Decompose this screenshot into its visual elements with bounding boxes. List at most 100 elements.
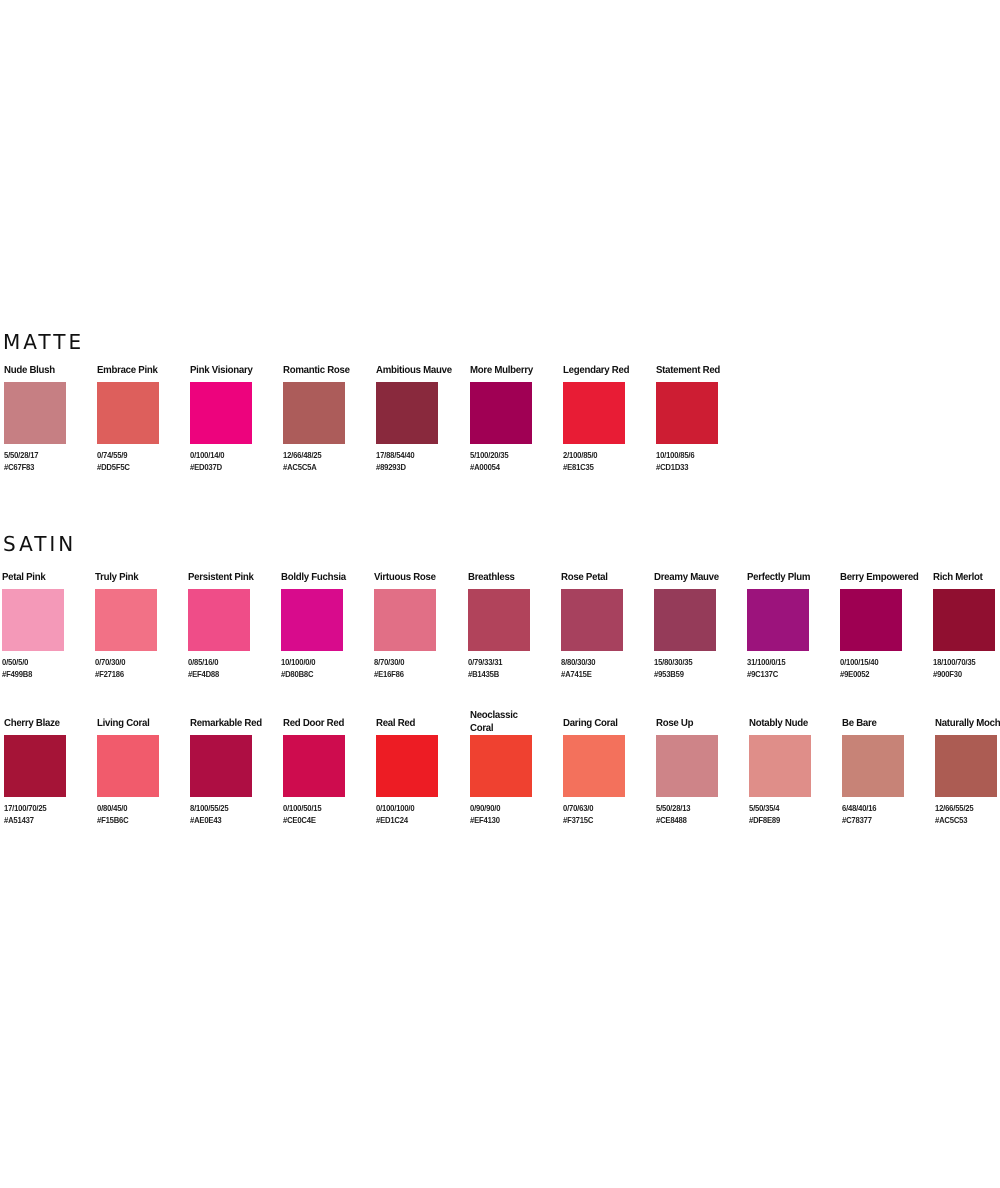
color-swatch <box>469 382 532 444</box>
satin-swatch-row: Petal Pink 0/50/5/0 #F499B8 Truly Pink 0/70/… <box>0 571 1000 691</box>
color-swatch <box>841 735 904 797</box>
color-swatch <box>188 589 251 651</box>
hex-value: #ED037D <box>190 462 223 472</box>
hex-value: #C78377 <box>841 815 872 825</box>
shade-name: Rich Merlot <box>933 571 983 583</box>
shade-name: Nude Blush <box>4 364 55 376</box>
color-swatch <box>4 735 66 797</box>
color-swatch <box>562 735 625 797</box>
shade-name: Berry Empowered <box>839 571 919 583</box>
cmyk-value: 0/90/90/0 <box>469 803 500 813</box>
hex-value: #AC5C53 <box>935 815 968 825</box>
color-swatch <box>467 589 530 651</box>
hex-value: #DF8E89 <box>748 815 780 825</box>
hex-value: #D80B8C <box>281 669 314 679</box>
cmyk-value: 0/100/14/0 <box>190 450 225 460</box>
shade-name: Daring Coral <box>562 717 618 729</box>
hex-value: #F499B8 <box>2 669 33 679</box>
hex-value: #900F30 <box>933 669 962 679</box>
cmyk-value: 17/88/54/40 <box>376 450 415 460</box>
cmyk-value: 0/100/50/15 <box>283 803 322 813</box>
cmyk-value: 0/85/16/0 <box>188 657 219 667</box>
cmyk-value: 15/80/30/35 <box>653 657 693 667</box>
shade-name: Rose Up <box>655 717 694 729</box>
hex-value: #E81C35 <box>562 462 594 472</box>
hex-value: #E16F86 <box>374 669 405 679</box>
shade-name: Virtuous Rose <box>374 571 437 583</box>
color-swatch <box>933 589 995 651</box>
hex-value: #CE0C4E <box>283 815 317 825</box>
shade-name: Romantic Rose <box>283 364 351 376</box>
color-swatch <box>95 589 158 651</box>
cmyk-value: 10/100/85/6 <box>655 450 695 460</box>
hex-value: #A51437 <box>4 815 34 825</box>
cmyk-value: 0/70/30/0 <box>95 657 126 667</box>
shade-name: Be Bare <box>841 717 877 729</box>
shade-name: Pink Visionary <box>190 364 253 376</box>
cmyk-value: 0/79/33/31 <box>467 657 503 667</box>
color-swatch <box>560 589 623 651</box>
satin-heading: SATIN <box>3 532 77 556</box>
matte-heading: MATTE <box>3 330 85 354</box>
cmyk-value: 6/48/40/16 <box>841 803 877 813</box>
cmyk-value: 5/50/35/4 <box>748 803 780 813</box>
color-swatch <box>281 589 344 651</box>
color-swatch <box>4 382 66 444</box>
shade-name: Persistent Pink <box>188 571 254 583</box>
shade-name: Petal Pink <box>2 571 46 583</box>
color-swatch <box>839 589 902 651</box>
color-swatch <box>97 735 160 797</box>
cmyk-value: 0/80/45/0 <box>97 803 128 813</box>
hex-value: #A00054 <box>469 462 500 472</box>
cmyk-value: 5/100/20/35 <box>469 450 509 460</box>
shade-name: Statement Red <box>655 364 720 376</box>
hex-value: #F15B6C <box>97 815 129 825</box>
shade-name: Red Door Red <box>283 717 345 729</box>
cmyk-value: 0/100/100/0 <box>376 803 415 813</box>
hex-value: #F3715C <box>562 815 593 825</box>
color-swatch <box>655 382 718 444</box>
color-swatch <box>2 589 64 651</box>
hex-value: #953B59 <box>653 669 684 679</box>
color-swatch <box>283 735 346 797</box>
color-swatch <box>283 382 346 444</box>
cmyk-value: 5/50/28/17 <box>4 450 39 460</box>
color-swatch <box>746 589 809 651</box>
color-swatch <box>190 735 253 797</box>
shade-name: Ambitious Mauve <box>376 364 453 376</box>
hex-value: #C67F83 <box>4 462 35 472</box>
hex-value: #9E0052 <box>839 669 870 679</box>
color-swatch <box>653 589 716 651</box>
shade-name: Living Coral <box>97 717 150 729</box>
color-swatch <box>655 735 718 797</box>
hex-value: #DD5F5C <box>97 462 130 472</box>
color-swatch <box>97 382 160 444</box>
hex-value: #A7415E <box>560 669 592 679</box>
shade-name: Rose Petal <box>560 571 608 583</box>
color-swatch <box>748 735 811 797</box>
hex-value: #CD1D33 <box>655 462 689 472</box>
satin-swatch-row: Cherry Blaze 17/100/70/25 #A51437 Living Co… <box>0 709 1000 837</box>
shade-name: Remarkable Red <box>190 717 263 729</box>
cmyk-value: 0/74/55/9 <box>97 450 128 460</box>
hex-value: #EF4130 <box>469 815 500 825</box>
cmyk-value: 0/70/63/0 <box>562 803 593 813</box>
hex-value: #9C137C <box>746 669 778 679</box>
color-swatch <box>376 735 439 797</box>
cmyk-value: 12/66/48/25 <box>283 450 322 460</box>
shade-name: Perfectly Plum <box>746 571 811 583</box>
cmyk-value: 17/100/70/25 <box>4 803 47 813</box>
shade-name: More Mulberry <box>469 364 533 376</box>
shade-name: Truly Pink <box>95 571 139 583</box>
color-swatch <box>374 589 437 651</box>
cmyk-value: 18/100/70/35 <box>933 657 976 667</box>
hex-value: #EF4D88 <box>188 669 220 679</box>
shade-name: Notably Nude <box>748 717 808 729</box>
shade-name: Cherry Blaze <box>4 717 60 729</box>
matte-swatch-row: Nude Blush 5/50/28/17 #C67F83 Embrace Pink 0… <box>0 364 1000 484</box>
color-swatch <box>562 382 625 444</box>
hex-value: #ED1C24 <box>376 815 409 825</box>
cmyk-value: 8/70/30/0 <box>374 657 405 667</box>
shade-name: Real Red <box>376 717 416 729</box>
cmyk-value: 12/66/55/25 <box>935 803 974 813</box>
